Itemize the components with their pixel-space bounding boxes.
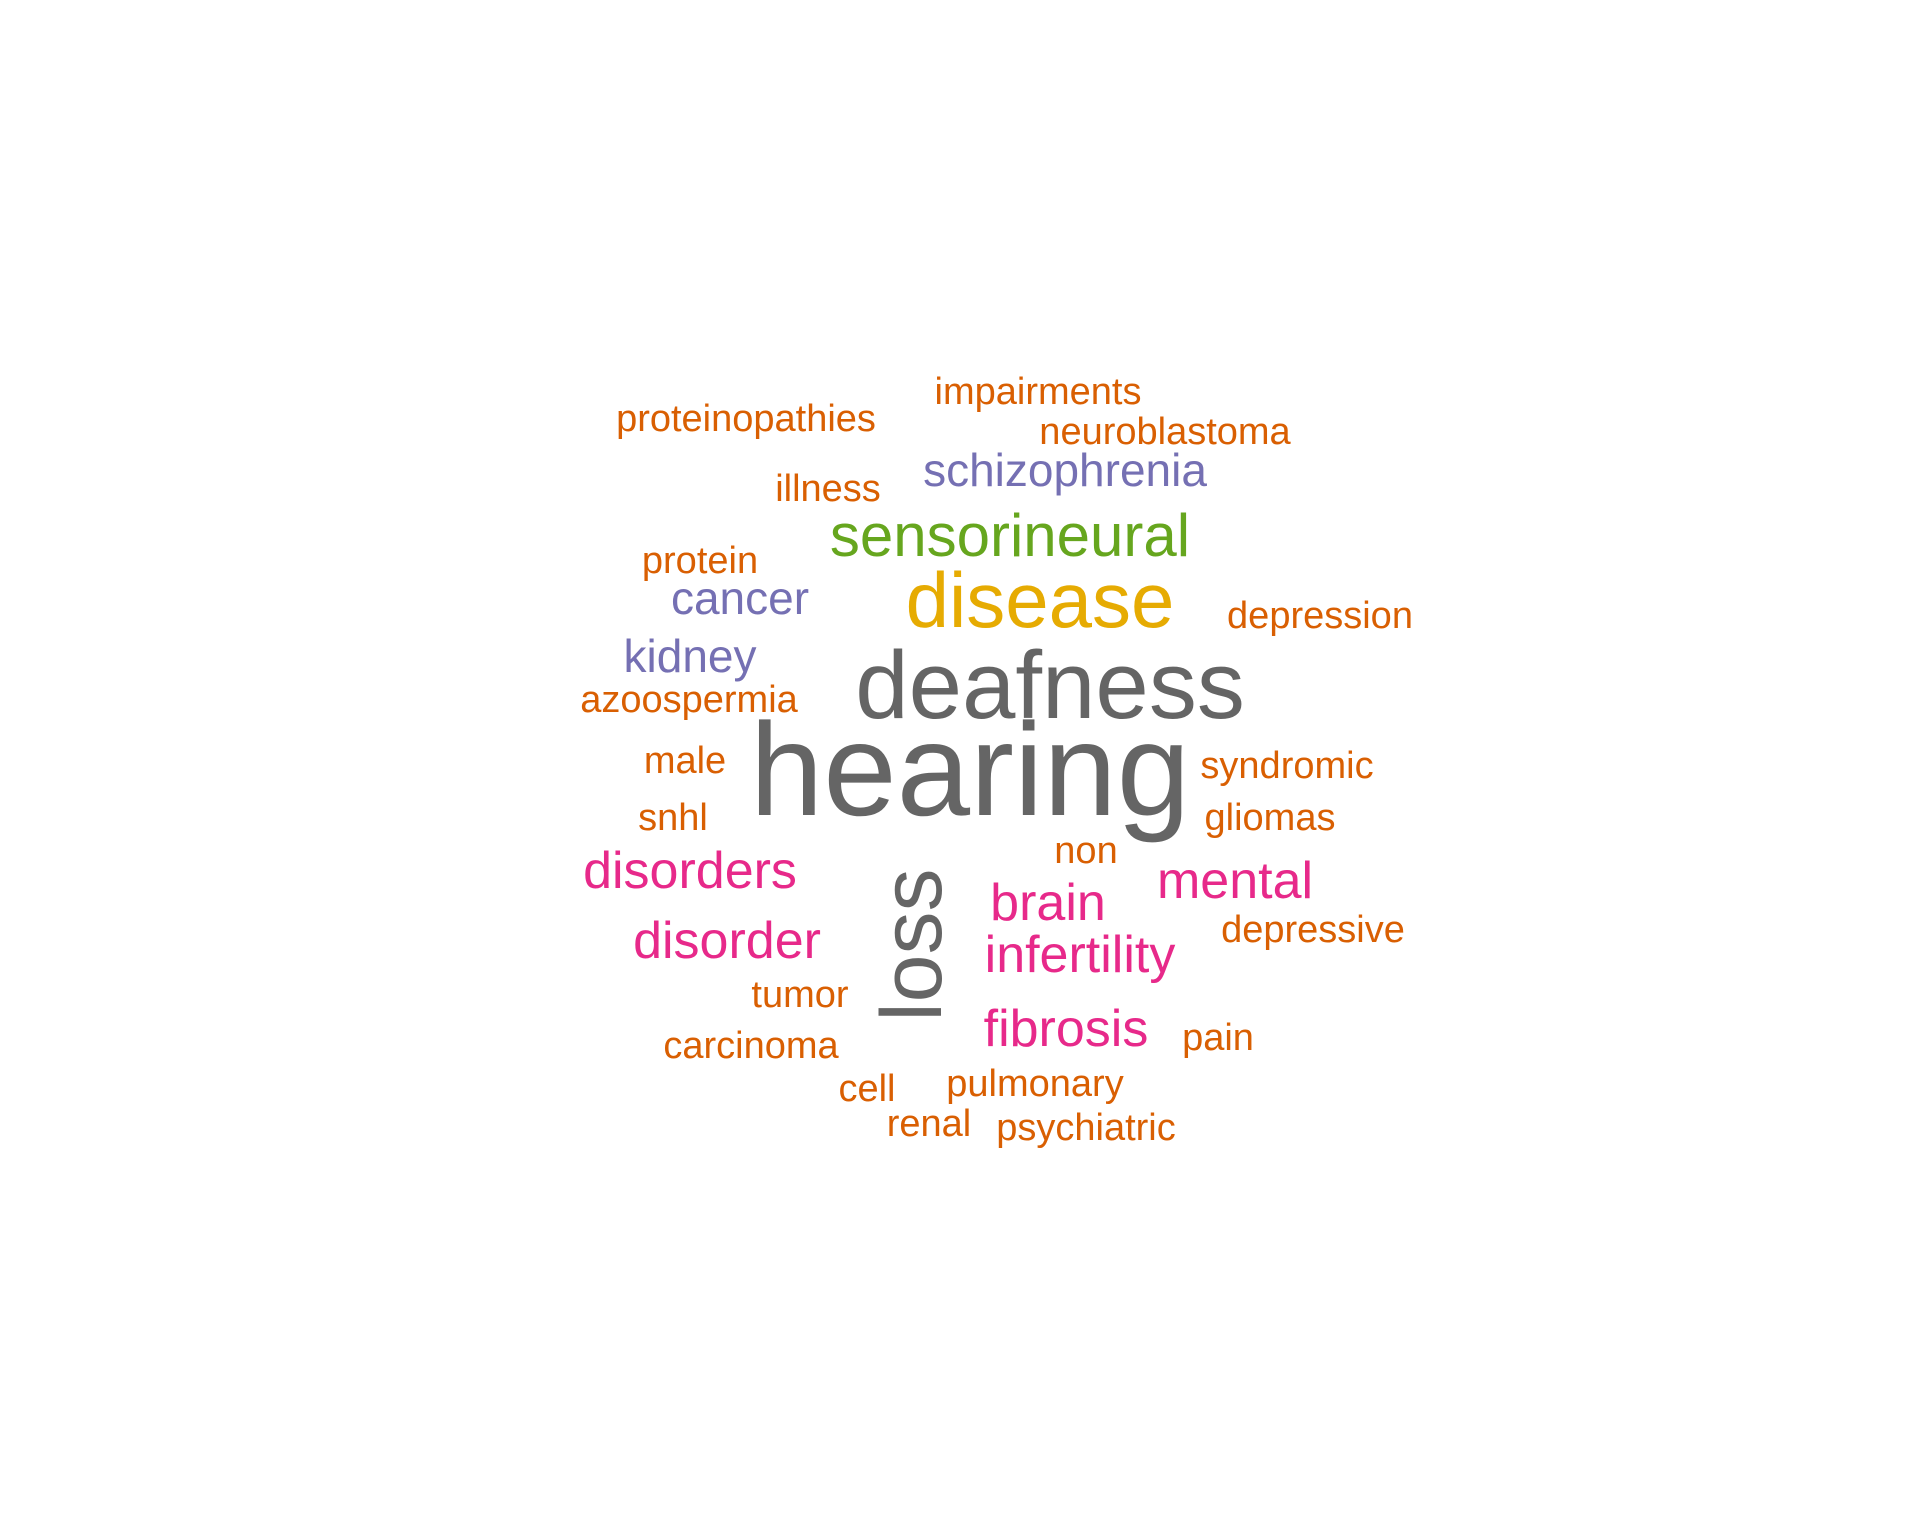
- word-depressive: depressive: [1221, 909, 1405, 951]
- word-fibrosis: fibrosis: [983, 1000, 1149, 1058]
- word-infertility: infertility: [984, 926, 1176, 984]
- word-gliomas: gliomas: [1204, 797, 1336, 839]
- word-psychiatric: psychiatric: [996, 1107, 1176, 1149]
- word-non: non: [1054, 830, 1118, 872]
- word-renal: renal: [886, 1103, 972, 1145]
- word-disorder: disorder: [633, 912, 821, 970]
- word-sensorineural: sensorineural: [829, 502, 1191, 569]
- word-loss: loss: [864, 868, 960, 1022]
- word-syndromic: syndromic: [1200, 745, 1374, 787]
- word-depression: depression: [1227, 595, 1413, 637]
- word-disorders: disorders: [583, 842, 797, 900]
- word-cancer: cancer: [670, 572, 810, 624]
- word-kidney: kidney: [623, 630, 757, 682]
- word-schizophrenia: schizophrenia: [923, 444, 1207, 496]
- word-brain: brain: [990, 874, 1106, 932]
- word-mental: mental: [1156, 852, 1314, 910]
- word-snhl: snhl: [638, 797, 708, 839]
- word-hearing: hearing: [749, 696, 1191, 843]
- word-impairments: impairments: [934, 371, 1142, 413]
- word-deafness: deafness: [855, 632, 1245, 739]
- word-carcinoma: carcinoma: [663, 1025, 839, 1067]
- word-illness: illness: [775, 468, 881, 510]
- word-pain: pain: [1182, 1017, 1254, 1059]
- word-neuroblastoma: neuroblastoma: [1039, 411, 1291, 453]
- word-tumor: tumor: [751, 974, 849, 1016]
- word-cell: cell: [838, 1068, 896, 1110]
- word-pulmonary: pulmonary: [946, 1063, 1124, 1105]
- word-disease: disease: [905, 556, 1175, 644]
- word-proteinopathies: proteinopathies: [616, 398, 876, 440]
- word-protein: protein: [641, 540, 759, 582]
- word-azoospermia: azoospermia: [580, 679, 798, 721]
- word-male: male: [643, 740, 727, 782]
